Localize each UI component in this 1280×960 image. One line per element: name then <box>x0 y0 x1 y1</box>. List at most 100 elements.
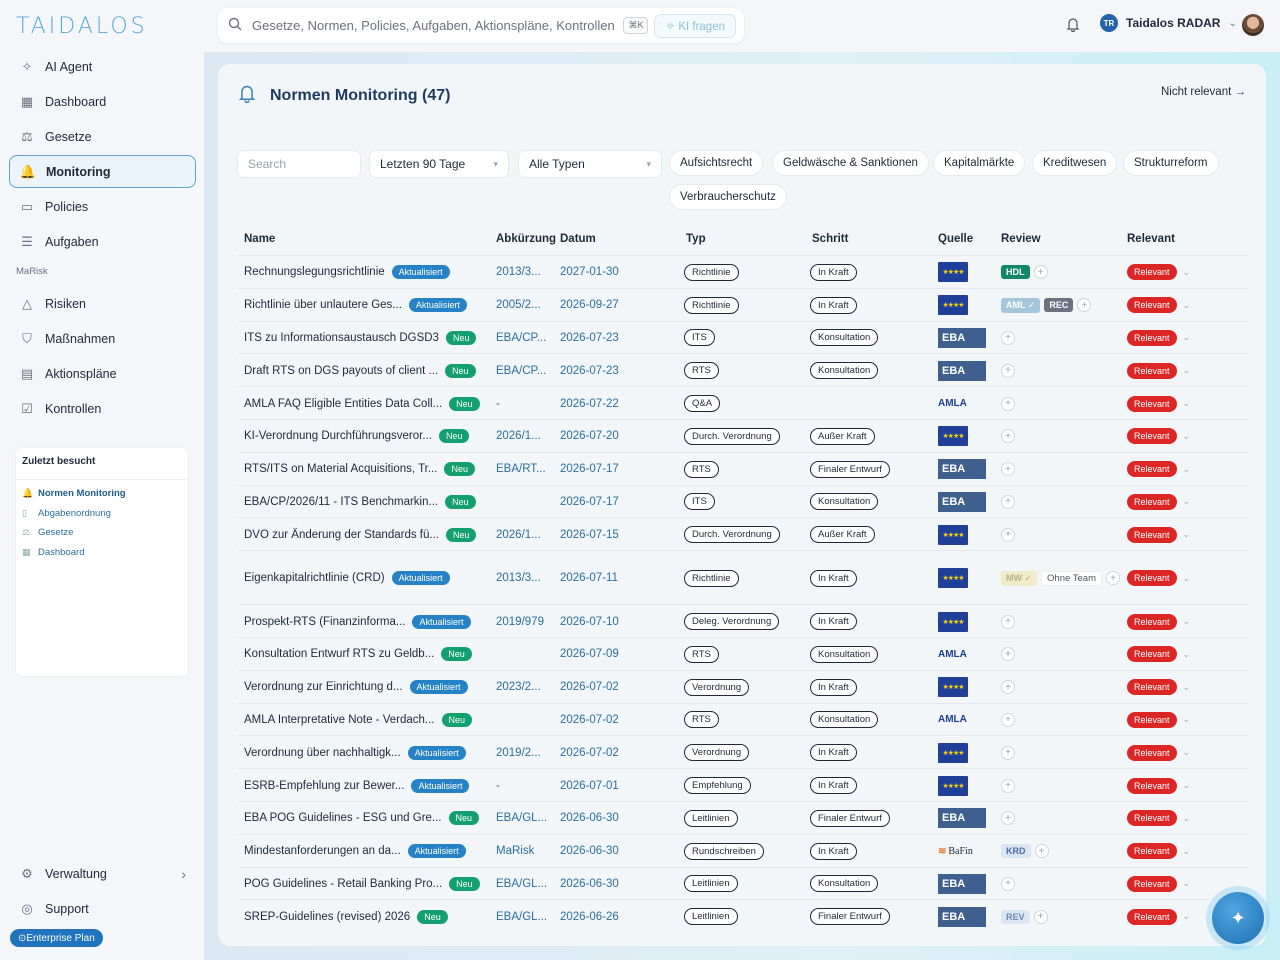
table-row[interactable]: RTS/ITS on Material Acquisitions, Tr... N… <box>238 451 1248 486</box>
notifications-bell-icon[interactable] <box>1064 17 1082 35</box>
row-relevance[interactable]: Relevant ⌄ <box>1127 518 1190 551</box>
table-row[interactable]: Verordnung zur Einrichtung d... Aktualisi… <box>238 669 1248 704</box>
add-review-icon[interactable]: + <box>1106 571 1120 586</box>
relevant-badge[interactable]: Relevant <box>1127 777 1177 794</box>
row-relevance[interactable]: Relevant ⌄ <box>1127 420 1190 453</box>
category-chip[interactable]: Kapitalmärkte <box>933 150 1026 176</box>
table-row[interactable]: AMLA Interpretative Note - Verdach... Neu… <box>238 702 1248 737</box>
sidebar-item-policies[interactable]: ▭ Policies <box>9 190 196 223</box>
row-review[interactable]: + <box>1001 736 1015 769</box>
row-review[interactable]: + <box>1001 453 1015 486</box>
table-row[interactable]: Verordnung über nachhaltigk... Aktualisie… <box>238 735 1248 768</box>
category-chip[interactable]: Geldwäsche & Sanktionen <box>772 150 929 176</box>
row-relevance[interactable]: Relevant ⌄ <box>1127 835 1190 868</box>
column-header[interactable]: Abkürzung <box>496 233 557 245</box>
chevron-down-icon[interactable]: ⌄ <box>1182 398 1191 409</box>
add-review-icon[interactable]: + <box>1001 396 1015 411</box>
relevant-badge[interactable]: Relevant <box>1127 711 1177 728</box>
relevant-badge[interactable]: Relevant <box>1127 461 1177 478</box>
chevron-down-icon[interactable]: ⌄ <box>1182 463 1191 474</box>
row-name[interactable]: Prospekt-RTS (Finanzinforma... Aktualisie… <box>244 605 471 638</box>
sidebar-item-dashboard[interactable]: ▦ Dashboard <box>9 85 196 118</box>
row-review[interactable]: KRD + <box>1001 835 1049 868</box>
chevron-down-icon[interactable]: ⌄ <box>1182 747 1191 758</box>
relevant-badge[interactable]: Relevant <box>1127 744 1177 761</box>
relevant-badge[interactable]: Relevant <box>1127 526 1177 543</box>
chevron-down-icon[interactable]: ⌄ <box>1182 780 1191 791</box>
row-name[interactable]: KI-Verordnung Durchführungsveror... Neu <box>244 420 470 453</box>
no-team-tag[interactable]: Ohne Team <box>1041 570 1102 586</box>
relevant-badge[interactable]: Relevant <box>1127 679 1177 696</box>
row-review[interactable]: REV + <box>1001 900 1048 933</box>
filter-search-input[interactable]: Search <box>237 150 361 178</box>
column-header[interactable]: Quelle <box>938 233 974 245</box>
chevron-down-icon[interactable]: ⌄ <box>1182 430 1191 441</box>
row-relevance[interactable]: Relevant ⌄ <box>1127 551 1190 605</box>
sidebar-item-support[interactable]: ◎ Support <box>9 892 196 925</box>
period-select[interactable]: Letzten 90 Tage ▾ <box>369 150 509 178</box>
search-input[interactable]: Gesetze, Normen, Policies, Aufgaben, Akt… <box>252 18 617 33</box>
relevant-badge[interactable]: Relevant <box>1127 264 1177 281</box>
row-name[interactable]: Richtlinie über unlautere Ges... Aktualis… <box>244 289 467 322</box>
row-name[interactable]: POG Guidelines - Retail Banking Pro... Ne… <box>244 868 480 901</box>
add-review-icon[interactable]: + <box>1001 614 1015 629</box>
row-name[interactable]: Rechnungslegungsrichtlinie Aktualisiert <box>244 256 450 289</box>
relevant-badge[interactable]: Relevant <box>1127 329 1177 346</box>
category-chip[interactable]: Aufsichtsrecht <box>669 150 764 176</box>
review-tag[interactable]: REC <box>1044 298 1074 313</box>
profile-photo[interactable] <box>1242 14 1264 36</box>
row-name[interactable]: Verordnung zur Einrichtung d... Aktualisi… <box>244 671 468 704</box>
recent-item[interactable]: ⚖ Gesetze <box>22 523 188 543</box>
row-relevance[interactable]: Relevant ⌄ <box>1127 387 1190 420</box>
row-relevance[interactable]: Relevant ⌄ <box>1127 900 1190 933</box>
table-row[interactable]: Draft RTS on DGS payouts of client ... Ne… <box>238 353 1248 386</box>
table-row[interactable]: SREP-Guidelines (revised) 2026 Neu EBA/GL.… <box>238 899 1248 932</box>
relevant-badge[interactable]: Relevant <box>1127 428 1177 445</box>
table-row[interactable]: EBA POG Guidelines - ESG und Gre... Neu EB… <box>238 801 1248 834</box>
relevant-badge[interactable]: Relevant <box>1127 362 1177 379</box>
global-search[interactable]: Gesetze, Normen, Policies, Aufgaben, Akt… <box>218 8 744 43</box>
table-row[interactable]: AMLA FAQ Eligible Entities Data Coll... N… <box>238 386 1248 419</box>
chevron-down-icon[interactable]: ⌄ <box>1182 812 1191 823</box>
plan-badge[interactable]: ⊙ Enterprise Plan <box>10 929 103 947</box>
row-review[interactable]: + <box>1001 420 1015 453</box>
chevron-down-icon[interactable]: ⌄ <box>1182 616 1191 627</box>
table-row[interactable]: POG Guidelines - Retail Banking Pro... Ne… <box>238 866 1248 901</box>
row-name[interactable]: RTS/ITS on Material Acquisitions, Tr... N… <box>244 453 475 486</box>
chevron-down-icon[interactable]: ⌄ <box>1182 365 1191 376</box>
add-review-icon[interactable]: + <box>1033 265 1048 280</box>
row-name[interactable]: EBA/CP/2026/11 - ITS Benchmarkin... Neu <box>244 486 476 519</box>
relevant-badge[interactable]: Relevant <box>1127 843 1177 860</box>
recent-item[interactable]: 🔔 Normen Monitoring <box>22 484 188 504</box>
review-tag[interactable]: AML ✓ <box>1001 297 1041 313</box>
table-row[interactable]: EBA/CP/2026/11 - ITS Benchmarkin... Neu 20… <box>238 484 1248 519</box>
chevron-down-icon[interactable]: ⌄ <box>1182 878 1191 889</box>
row-relevance[interactable]: Relevant ⌄ <box>1127 638 1190 671</box>
relevant-badge[interactable]: Relevant <box>1127 875 1177 892</box>
row-review[interactable]: + <box>1001 486 1015 519</box>
row-review[interactable]: + <box>1001 518 1015 551</box>
add-review-icon[interactable]: + <box>1001 712 1015 727</box>
row-review[interactable]: + <box>1001 605 1015 638</box>
row-name[interactable]: Draft RTS on DGS payouts of client ... Ne… <box>244 354 476 387</box>
add-review-icon[interactable]: + <box>1034 844 1049 859</box>
chevron-down-icon[interactable]: ⌄ <box>1182 714 1191 725</box>
row-name[interactable]: ITS zu Informationsaustausch DGSD3 Neu <box>244 322 477 355</box>
chevron-down-icon[interactable]: ⌄ <box>1182 648 1191 659</box>
row-relevance[interactable]: Relevant ⌄ <box>1127 322 1190 355</box>
not-relevant-link[interactable]: Nicht relevant → <box>1160 86 1246 98</box>
row-review[interactable]: + <box>1001 638 1015 671</box>
sidebar-item-monitoring[interactable]: 🔔 Monitoring <box>9 155 196 188</box>
category-chip[interactable]: Strukturreform <box>1123 150 1219 176</box>
ai-ask-button[interactable]: ✧ KI fragen <box>654 13 736 38</box>
row-review[interactable]: + <box>1001 354 1015 387</box>
relevant-badge[interactable]: Relevant <box>1127 810 1177 827</box>
row-name[interactable]: AMLA Interpretative Note - Verdach... Neu <box>244 704 473 737</box>
row-review[interactable]: MW ✓ Ohne Team + <box>1001 551 1131 605</box>
chevron-down-icon[interactable]: ⌄ <box>1182 299 1191 310</box>
recent-item[interactable]: ▯ Abgabenordnung <box>22 504 188 524</box>
review-tag[interactable]: KRD <box>1001 844 1031 859</box>
chevron-down-icon[interactable]: ⌄ <box>1182 496 1191 507</box>
sidebar-item-gesetze[interactable]: ⚖ Gesetze <box>9 120 196 153</box>
row-name[interactable]: DVO zur Änderung der Standards fü... Neu <box>244 518 477 551</box>
